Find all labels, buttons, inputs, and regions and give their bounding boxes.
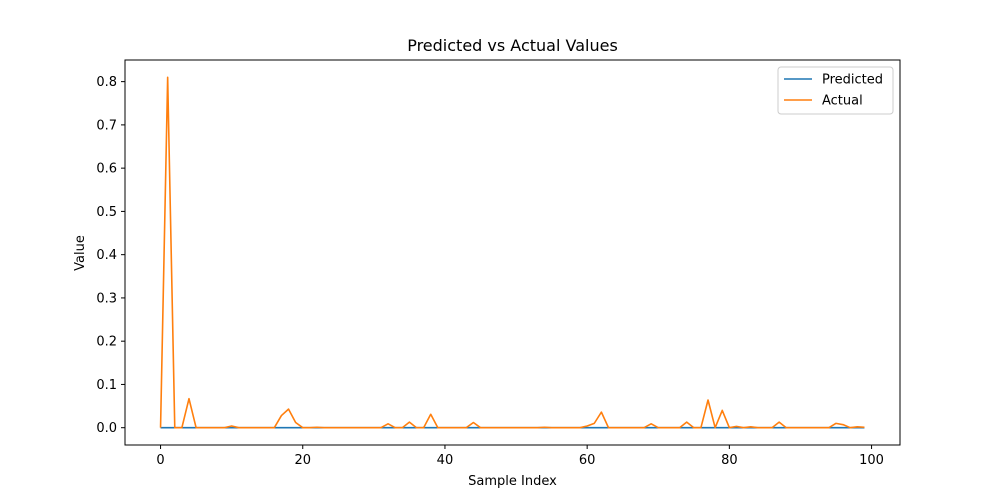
- y-tick-label: 0.5: [96, 205, 117, 220]
- y-tick-label: 0.8: [96, 75, 117, 90]
- x-tick-label: 80: [721, 453, 738, 468]
- legend: Predicted Actual: [777, 66, 894, 115]
- y-tick-label: 0.7: [96, 118, 117, 133]
- chart-title: Predicted vs Actual Values: [407, 36, 618, 55]
- y-axis: 0.0 0.1 0.2 0.3 0.4 0.5 0.6 0.7 0.8: [96, 75, 125, 436]
- y-tick-label: 0.3: [96, 291, 117, 306]
- x-tick-label: 40: [437, 453, 454, 468]
- y-tick-label: 0.2: [96, 335, 117, 350]
- y-tick-label: 0.0: [96, 421, 117, 436]
- x-axis: 0 20 40 60 80 100: [156, 445, 884, 468]
- legend-label-actual: Actual: [822, 94, 863, 109]
- y-tick-label: 0.4: [96, 248, 117, 263]
- x-axis-label: Sample Index: [468, 474, 557, 489]
- y-axis-label: Value: [73, 235, 88, 271]
- x-tick-label: 100: [859, 453, 884, 468]
- plot-area: [124, 59, 901, 446]
- series-line-actual: [159, 76, 865, 429]
- series-layer: [159, 76, 865, 429]
- plot-frame: [124, 59, 901, 446]
- y-tick-label: 0.1: [96, 378, 117, 393]
- legend-label-predicted: Predicted: [822, 73, 883, 88]
- y-tick-label: 0.6: [96, 162, 117, 177]
- x-tick-label: 20: [294, 453, 311, 468]
- x-tick-label: 0: [156, 453, 164, 468]
- x-tick-label: 60: [579, 453, 596, 468]
